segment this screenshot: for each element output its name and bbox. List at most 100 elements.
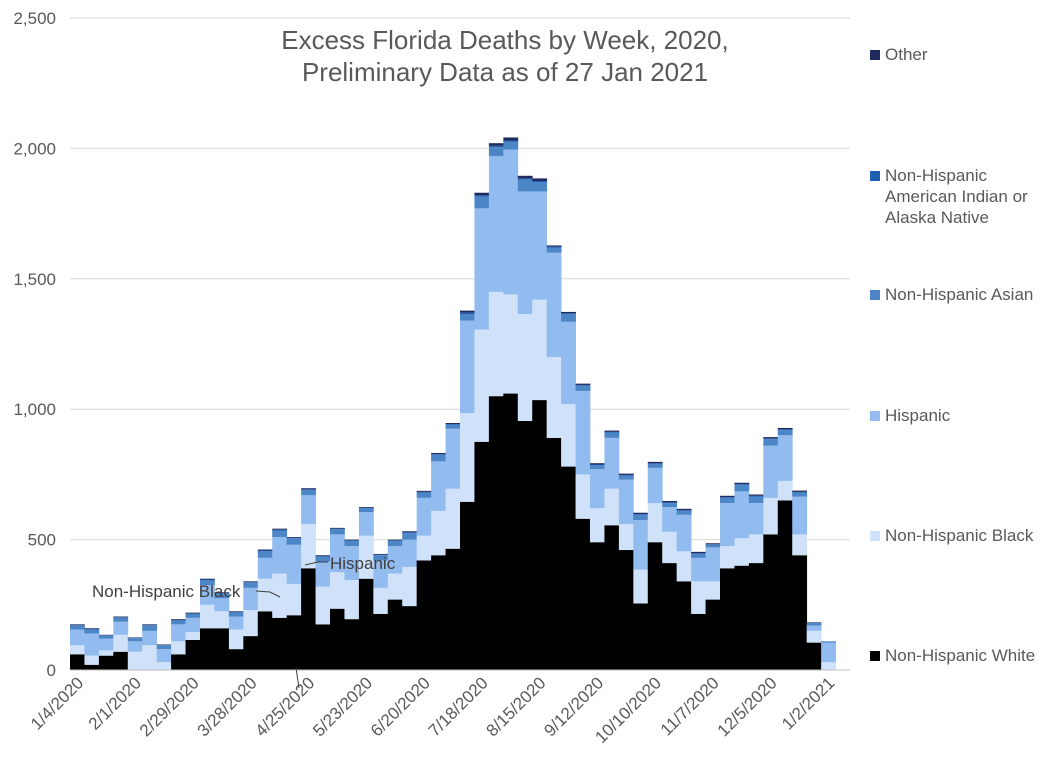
bar-segment (113, 621, 129, 635)
bar-segment (792, 490, 808, 492)
bar-segment (402, 531, 418, 533)
bar-segment (705, 543, 721, 545)
bar-segment (200, 579, 215, 581)
bar-stack (575, 383, 591, 670)
bar-stack (474, 192, 490, 670)
bar-segment (156, 649, 172, 663)
bar-segment (416, 560, 432, 670)
bar-segment (142, 625, 158, 626)
bar-segment (257, 549, 273, 551)
bar-segment (358, 535, 374, 579)
bar-segment (358, 508, 374, 513)
bar-segment (98, 634, 114, 636)
bar-segment (662, 507, 678, 532)
bar-stack (503, 137, 519, 670)
bar-segment (156, 644, 172, 645)
bar-segment (604, 437, 620, 489)
bar-stack (748, 494, 764, 670)
bar-segment (517, 314, 533, 421)
y-axis-ticks: 0 500 1,000 1,500 2,000 2,500 (13, 9, 56, 680)
bar-segment (575, 383, 591, 385)
bar-segment (662, 563, 678, 670)
bar-segment (344, 539, 360, 541)
bar-segment (416, 497, 432, 536)
bar-segment (604, 431, 620, 433)
legend-swatch (870, 171, 880, 181)
bar-segment (98, 650, 114, 656)
bar-segment (171, 620, 186, 625)
bar-segment (344, 546, 360, 581)
bar-segment (272, 530, 288, 537)
bar-segment (387, 546, 403, 574)
bar-segment (763, 439, 779, 446)
bar-segment (517, 420, 533, 670)
bar-segment (691, 581, 706, 614)
bar-segment (185, 617, 201, 633)
bar-segment (532, 181, 548, 183)
bar-segment (806, 630, 822, 643)
bar-segment (590, 542, 605, 670)
bar-stack (200, 578, 215, 670)
bar-segment (590, 464, 605, 466)
bar-segment (748, 495, 764, 497)
x-tick-label: 3/28/2020 (194, 673, 261, 740)
bar-stack (460, 310, 475, 670)
bar-segment (358, 507, 374, 509)
bar-segment (792, 491, 808, 493)
bar-stack (792, 490, 808, 670)
bar-segment (358, 507, 374, 508)
bar-segment (734, 484, 750, 492)
bar-segment (460, 501, 475, 670)
bar-segment (763, 445, 779, 498)
bar-segment (358, 578, 374, 670)
bar-segment (200, 580, 215, 586)
bar-segment (127, 641, 143, 652)
bar-stack (142, 624, 158, 670)
bar-stack (185, 612, 201, 670)
legend-label: Non-Hispanic White (885, 646, 1036, 665)
bar-segment (460, 310, 475, 313)
bar-segment (734, 538, 750, 566)
x-tick-label: 8/15/2020 (483, 673, 550, 740)
bar-segment (633, 514, 649, 515)
bar-segment (214, 592, 230, 594)
bar-segment (647, 463, 663, 468)
legend-item-nh-black: Non-Hispanic Black (870, 525, 1033, 546)
bar-stack (373, 553, 389, 670)
bar-segment (243, 587, 259, 611)
bar-segment (286, 536, 302, 538)
bar-segment (806, 623, 822, 626)
bar-segment (503, 149, 519, 295)
bar-segment (228, 616, 244, 630)
bar-segment (272, 617, 288, 670)
bar-segment (228, 612, 244, 617)
bar-segment (720, 497, 735, 504)
x-tick-label: 7/18/2020 (425, 673, 492, 740)
bar-segment (806, 642, 822, 670)
bar-segment (503, 393, 519, 670)
bar-segment (705, 544, 721, 548)
bar-segment (301, 495, 316, 524)
bar-segment (387, 540, 403, 547)
bar-segment (431, 461, 446, 511)
bar-stack (821, 641, 836, 670)
bar-segment (142, 625, 158, 631)
bar-stack (676, 508, 692, 670)
bar-segment (561, 321, 576, 404)
bar-stack (171, 619, 186, 670)
bar-segment (575, 384, 591, 386)
bar-segment (590, 463, 605, 465)
bar-segment (821, 641, 836, 643)
bar-segment (691, 553, 706, 554)
legend-item-hispanic: Hispanic (870, 405, 950, 426)
bar-segment (416, 490, 432, 492)
bar-stack (445, 423, 461, 670)
bar-segment (647, 463, 663, 464)
bar-segment (517, 175, 533, 179)
bar-segment (748, 494, 764, 496)
bar-segment (171, 619, 186, 620)
bar-stack (243, 581, 259, 670)
bar-segment (387, 573, 403, 600)
bar-stack (431, 453, 446, 670)
bar-segment (301, 490, 316, 496)
